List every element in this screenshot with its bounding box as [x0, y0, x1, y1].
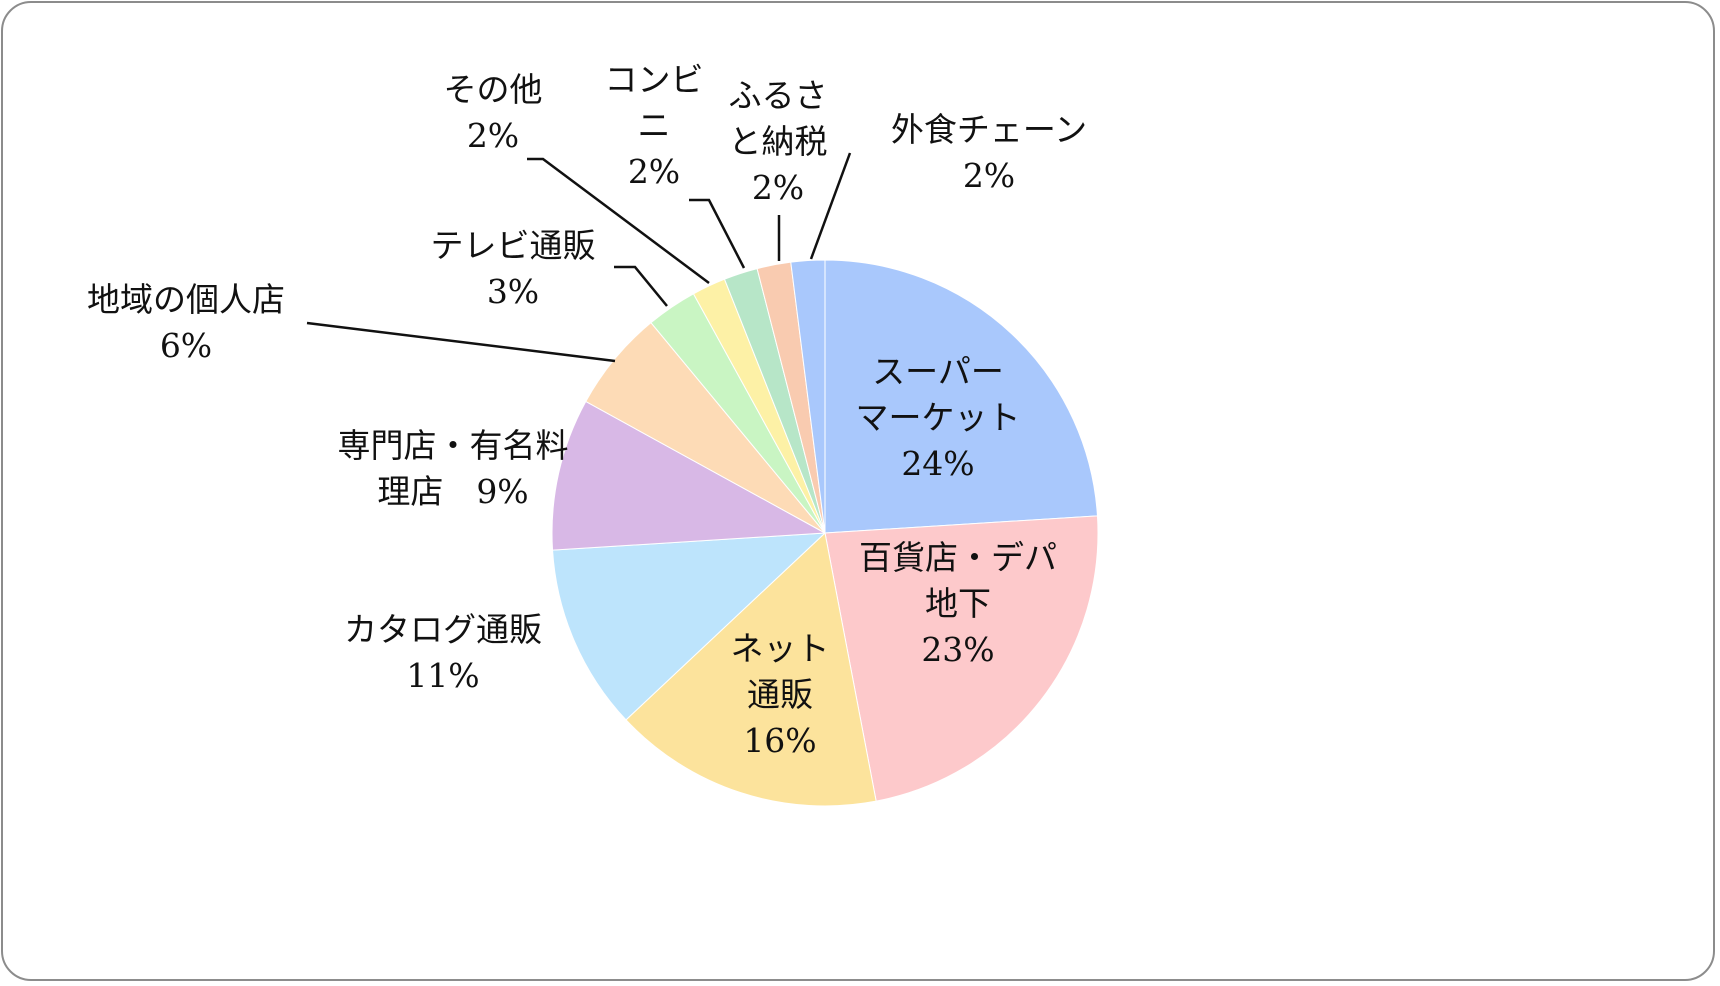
slice-label-line: ニ [638, 106, 671, 145]
slice-label-line: 23% [921, 630, 994, 669]
slice-label-5: 専門店・有名料理店 9% [338, 426, 569, 511]
slice-label-line: 24% [901, 444, 974, 483]
slice-label-3: ネット通販 16% [731, 629, 830, 760]
slice-label-line: と納税 [729, 122, 828, 161]
slice-label-line: 3% [487, 272, 539, 311]
slice-label-6: 地域の個人店 6% [87, 280, 285, 365]
pie-slice-4 [552, 532, 827, 721]
slice-label-line: コンビ [605, 60, 704, 99]
pie-chart: スーパーマーケット 24% 百貨店・デパ地下 23% ネット通販 16% カタログ通販 11%… [87, 60, 1099, 807]
slice-label-line: 地下 [925, 584, 991, 623]
slice-label-line: 理店 9% [377, 472, 528, 511]
slice-label-7: テレビ通販 3% [431, 226, 596, 311]
slice-label-2: 百貨店・デパ地下 23% [859, 538, 1057, 669]
slice-label-10: ふるさと納税 2% [729, 76, 828, 207]
slice-label-line: 通販 [747, 675, 813, 714]
leader-lines [306, 152, 852, 363]
leader-line-6 [306, 321, 616, 363]
slice-label-line: カタログ通販 [344, 610, 542, 649]
pie-slice-5 [551, 400, 827, 551]
slice-label-line: ネット [731, 629, 830, 668]
leader-line-7 [614, 265, 668, 307]
pie-slice-3 [625, 532, 877, 807]
pie-slice-11 [790, 259, 826, 534]
slice-label-line: 6% [160, 326, 212, 365]
pie-slices [551, 259, 1099, 807]
slice-label-line: 2% [752, 168, 804, 207]
leader-line-9 [689, 198, 746, 269]
slice-label-line: スーパー [872, 352, 1004, 391]
slice-label-line: 16% [743, 721, 816, 760]
slice-label-line: 2% [628, 152, 680, 191]
pie-slice-1 [824, 259, 1098, 534]
slice-label-line: 2% [467, 116, 519, 155]
slice-label-line: 百貨店・デパ [859, 538, 1057, 577]
slice-label-line: テレビ通販 [431, 226, 596, 265]
pie-slice-2 [824, 515, 1099, 802]
leader-line-11 [809, 152, 852, 260]
slice-label-line: 専門店・有名料 [338, 426, 569, 465]
slice-label-1: スーパーマーケット 24% [856, 352, 1021, 483]
slice-label-line: その他 [444, 70, 543, 109]
slice-label-11: 外食チェーン 2% [891, 110, 1087, 195]
slice-label-line: 2% [963, 156, 1015, 195]
slice-label-line: 外食チェーン [891, 110, 1087, 149]
slice-label-line: ふるさ [729, 76, 828, 115]
slice-label-9: コンビニ 2% [605, 60, 704, 191]
leader-line-8 [527, 157, 710, 285]
slice-labels: スーパーマーケット 24% 百貨店・デパ地下 23% ネット通販 16% カタログ通販 11%… [87, 60, 1087, 760]
slice-label-line: 11% [406, 656, 479, 695]
slice-label-8: その他 2% [444, 70, 543, 155]
slice-label-line: マーケット [856, 398, 1021, 437]
slice-label-4: カタログ通販 11% [344, 610, 542, 695]
slice-label-line: 地域の個人店 [87, 280, 285, 319]
